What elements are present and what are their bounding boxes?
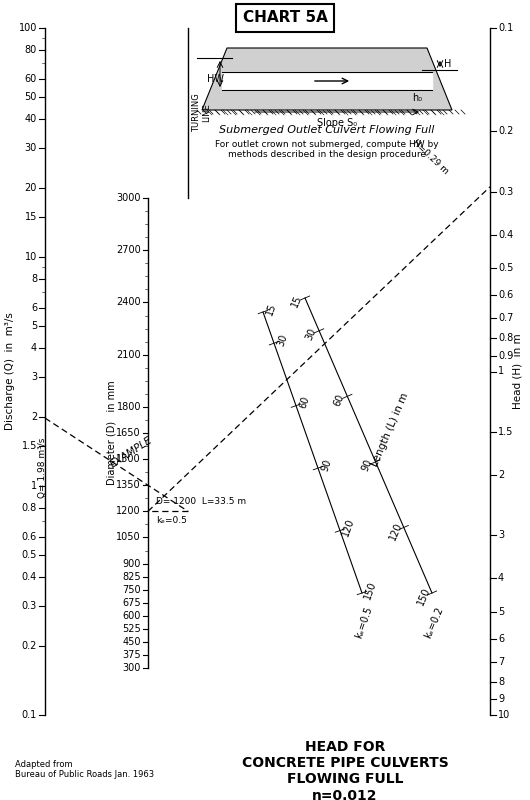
Text: Submerged Outlet Culvert Flowing Full: Submerged Outlet Culvert Flowing Full	[219, 125, 435, 135]
Text: 10: 10	[25, 252, 37, 262]
Text: 8: 8	[498, 677, 504, 686]
Text: 0.7: 0.7	[498, 314, 514, 323]
Text: 60: 60	[332, 392, 346, 407]
Text: 900: 900	[122, 558, 141, 569]
Text: EXAMPLE: EXAMPLE	[109, 435, 154, 470]
Text: 100: 100	[19, 23, 37, 33]
Text: kₑ=0.5: kₑ=0.5	[354, 605, 374, 640]
Text: 50: 50	[24, 92, 37, 102]
Text: 150: 150	[363, 580, 378, 600]
Text: 1050: 1050	[117, 533, 141, 542]
Text: 0.6: 0.6	[498, 290, 513, 300]
Text: 1500: 1500	[117, 454, 141, 464]
Text: 0.5: 0.5	[22, 550, 37, 560]
Text: 1350: 1350	[117, 480, 141, 490]
Text: 15: 15	[290, 294, 304, 310]
Text: 6: 6	[498, 634, 504, 644]
Text: 6: 6	[31, 303, 37, 313]
Text: Q= 1.98 m³/s: Q= 1.98 m³/s	[38, 438, 47, 498]
Text: 5: 5	[498, 606, 504, 617]
Text: kₑ=0.5: kₑ=0.5	[156, 516, 187, 526]
Text: 30: 30	[25, 142, 37, 153]
Text: 825: 825	[122, 572, 141, 582]
Text: 30: 30	[276, 333, 289, 348]
Text: 120: 120	[387, 521, 404, 542]
Text: 15: 15	[264, 302, 278, 317]
Text: Discharge (Q)  in  m³/s: Discharge (Q) in m³/s	[5, 313, 15, 430]
Text: 9: 9	[498, 694, 504, 704]
Text: 750: 750	[122, 585, 141, 594]
Text: 0.5: 0.5	[498, 263, 514, 273]
Text: 90: 90	[360, 458, 374, 473]
Text: 0.3: 0.3	[22, 601, 37, 610]
Text: 0.9: 0.9	[498, 350, 513, 361]
Text: 1: 1	[498, 366, 504, 377]
Text: 300: 300	[122, 663, 141, 673]
Text: 3: 3	[498, 530, 504, 540]
Text: H: H	[444, 59, 452, 69]
Text: Length (L) in m: Length (L) in m	[370, 392, 410, 468]
Text: 2100: 2100	[117, 350, 141, 360]
Text: H=0.29 m: H=0.29 m	[410, 138, 450, 176]
Text: Diameter (D)   in mm: Diameter (D) in mm	[107, 381, 117, 486]
Text: h₀: h₀	[412, 93, 422, 103]
Text: 30: 30	[304, 326, 318, 342]
Text: 1: 1	[31, 481, 37, 491]
Text: Head (H)  in m: Head (H) in m	[513, 334, 523, 410]
Text: 3000: 3000	[117, 193, 141, 203]
Text: 450: 450	[122, 637, 141, 647]
Text: HW: HW	[207, 74, 224, 84]
Text: 60: 60	[25, 74, 37, 84]
Text: D= 1200  L=33.5 m: D= 1200 L=33.5 m	[156, 498, 246, 506]
Text: 90: 90	[320, 458, 333, 473]
Text: 0.8: 0.8	[498, 334, 513, 343]
Text: 1800: 1800	[117, 402, 141, 412]
Text: 0.4: 0.4	[22, 572, 37, 582]
Text: 5: 5	[31, 321, 37, 331]
Text: 2700: 2700	[116, 246, 141, 255]
Text: 375: 375	[122, 650, 141, 660]
Text: 2: 2	[498, 470, 504, 480]
Text: 2400: 2400	[117, 298, 141, 307]
Text: 4: 4	[31, 343, 37, 353]
Text: 15: 15	[24, 212, 37, 222]
Text: 10: 10	[498, 710, 510, 720]
Text: 20: 20	[24, 183, 37, 193]
Text: Slope S₀: Slope S₀	[317, 118, 357, 128]
Text: 675: 675	[122, 598, 141, 608]
Text: 1.5: 1.5	[22, 441, 37, 450]
Text: 60: 60	[298, 395, 311, 410]
Text: 1.5: 1.5	[498, 427, 514, 437]
Text: 3: 3	[31, 372, 37, 382]
Text: 0.8: 0.8	[22, 503, 37, 513]
Text: 8: 8	[31, 274, 37, 284]
Text: 1200: 1200	[117, 506, 141, 516]
Text: 0.1: 0.1	[498, 23, 513, 33]
Text: 0.2: 0.2	[498, 126, 514, 137]
Text: 80: 80	[25, 45, 37, 55]
Text: 600: 600	[122, 610, 141, 621]
Polygon shape	[202, 48, 452, 110]
Text: kₑ=0.2: kₑ=0.2	[423, 605, 445, 639]
Text: For outlet crown not submerged, compute HW by
methods described in the design pr: For outlet crown not submerged, compute …	[215, 140, 439, 159]
Text: 150: 150	[416, 586, 432, 607]
Text: 7: 7	[498, 657, 504, 666]
Text: 0.2: 0.2	[22, 641, 37, 651]
Text: 1650: 1650	[117, 428, 141, 438]
Text: 0.6: 0.6	[22, 532, 37, 542]
Text: HEAD FOR
CONCRETE PIPE CULVERTS
FLOWING FULL
n=0.012: HEAD FOR CONCRETE PIPE CULVERTS FLOWING …	[242, 740, 448, 800]
Text: 0.1: 0.1	[22, 710, 37, 720]
Text: 4: 4	[498, 574, 504, 583]
Text: 2: 2	[31, 412, 37, 422]
Text: 120: 120	[341, 517, 356, 538]
Text: 0.3: 0.3	[498, 187, 513, 197]
Text: 525: 525	[122, 624, 141, 634]
Text: CHART 5A: CHART 5A	[243, 10, 328, 26]
Text: Adapted from
Bureau of Public Roads Jan. 1963: Adapted from Bureau of Public Roads Jan.…	[15, 760, 154, 779]
Text: TURNING
LINE: TURNING LINE	[192, 94, 211, 132]
Text: 0.4: 0.4	[498, 230, 513, 240]
Text: 40: 40	[25, 114, 37, 124]
